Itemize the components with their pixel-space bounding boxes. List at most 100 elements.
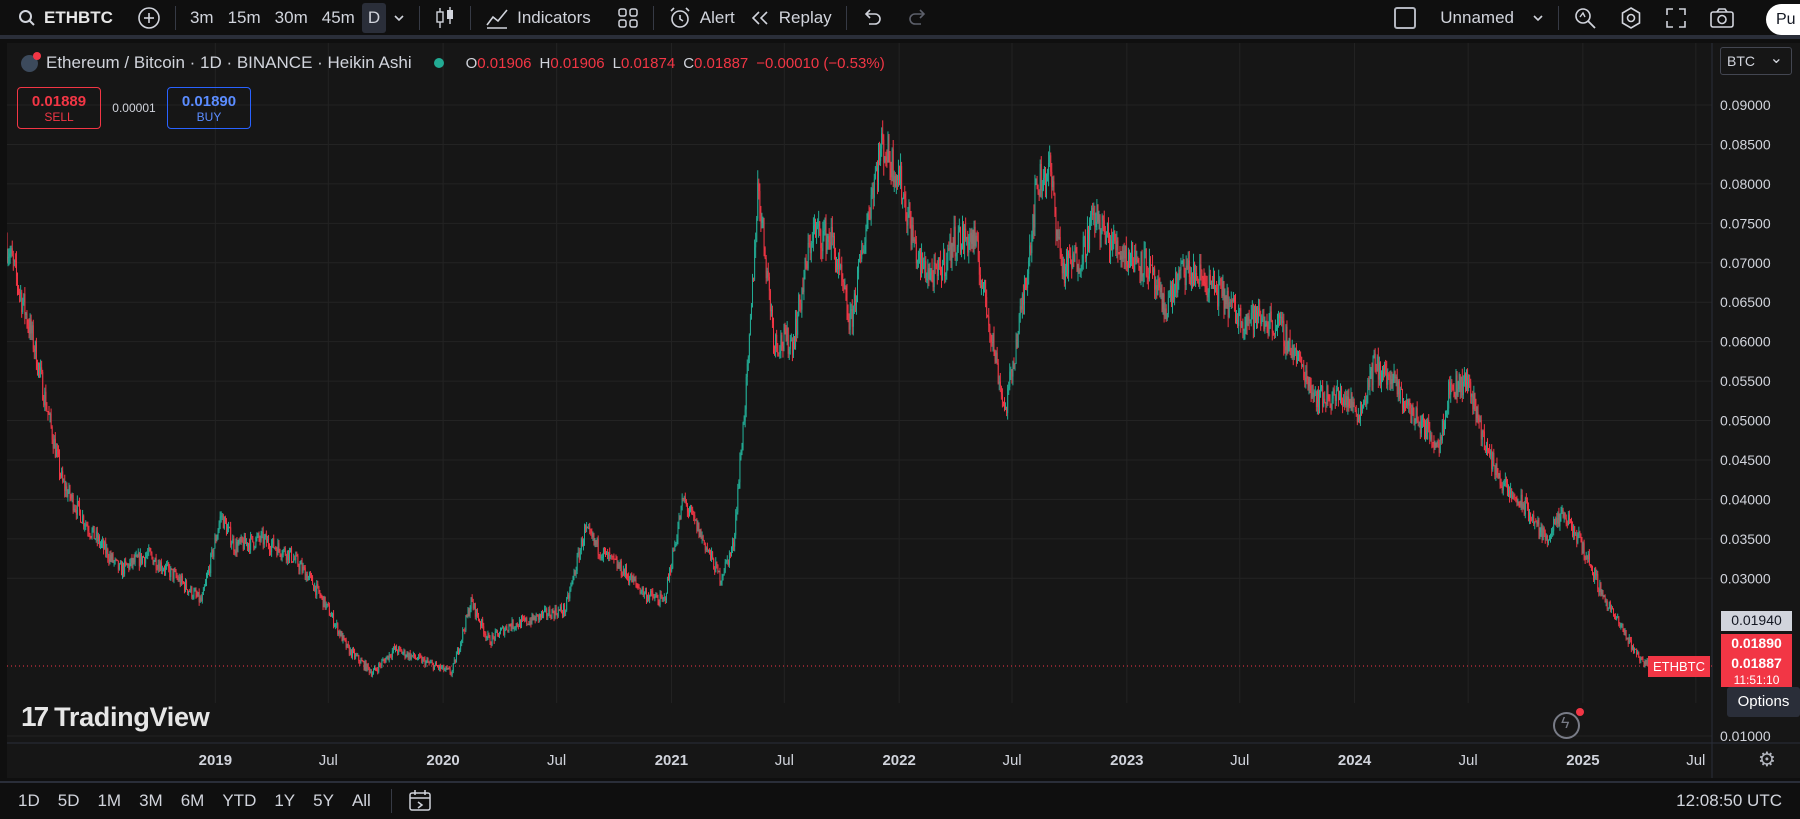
candle-body bbox=[1019, 306, 1021, 315]
candle-body bbox=[1171, 285, 1172, 305]
candle-body bbox=[737, 488, 739, 512]
indicators-button[interactable]: Indicators bbox=[478, 0, 598, 37]
range-5d[interactable]: 5D bbox=[57, 791, 80, 810]
layout-name-button[interactable]: Unnamed bbox=[1387, 0, 1551, 37]
compare-symbol-button[interactable] bbox=[130, 0, 168, 37]
candle-body bbox=[982, 285, 983, 287]
candle-body bbox=[1219, 279, 1221, 281]
candle-body bbox=[527, 623, 529, 625]
market-status-icon[interactable] bbox=[433, 58, 444, 68]
candle-body bbox=[1313, 392, 1315, 398]
candle-body bbox=[1066, 251, 1067, 267]
candle-body bbox=[613, 555, 615, 559]
candle-body bbox=[374, 667, 375, 671]
candle-body bbox=[1132, 242, 1134, 268]
candle-body bbox=[1376, 356, 1378, 372]
calendar-goto-icon[interactable] bbox=[408, 789, 434, 813]
redo-button[interactable] bbox=[900, 0, 936, 37]
publish-button[interactable]: Pu bbox=[1766, 4, 1800, 35]
candle-body bbox=[1110, 239, 1112, 258]
candle-body bbox=[306, 573, 308, 581]
candle-body bbox=[513, 627, 515, 629]
candle-body bbox=[1057, 230, 1059, 239]
candle-body bbox=[899, 171, 900, 185]
candle-body bbox=[797, 315, 799, 335]
timeframe-dropdown[interactable] bbox=[386, 0, 412, 37]
candle-body bbox=[1244, 325, 1246, 330]
symbol-logo-icon bbox=[21, 51, 41, 72]
candle-body bbox=[1409, 399, 1411, 408]
candle-body bbox=[1226, 290, 1228, 304]
fullscreen-icon bbox=[1666, 7, 1686, 28]
chart-pane[interactable]: 0.09000 0.08500 0.08000 0.07500 0.07000 0.065… bbox=[7, 43, 1800, 778]
candle-body bbox=[1067, 251, 1068, 274]
candle-body bbox=[19, 291, 21, 293]
snapshot-button[interactable] bbox=[1702, 0, 1742, 37]
candle-body bbox=[830, 227, 832, 250]
candle-body bbox=[1411, 405, 1413, 423]
price-chart[interactable]: 0.090000.085000.080000.075000.070000.065… bbox=[7, 43, 1800, 778]
candle-body bbox=[1143, 249, 1145, 275]
layout-checkbox[interactable] bbox=[1394, 6, 1417, 29]
candle-body bbox=[361, 659, 363, 662]
timeframe-30m[interactable]: 30m bbox=[274, 7, 308, 27]
axis-settings-icon[interactable]: ⚙ bbox=[1758, 749, 1776, 771]
candle-body bbox=[952, 244, 954, 247]
candle-body bbox=[1344, 399, 1346, 406]
candle-body bbox=[1242, 322, 1244, 331]
timeframe-15m[interactable]: 15m bbox=[227, 7, 261, 27]
legend-title[interactable]: Ethereum / Bitcoin · 1D · BINANCE · Heik… bbox=[46, 53, 412, 72]
timeframe-d[interactable]: D bbox=[361, 2, 387, 33]
buy-button[interactable]: 0.01890 BUY bbox=[167, 87, 251, 129]
chart-type-button[interactable] bbox=[427, 0, 463, 37]
currency-select[interactable]: BTC bbox=[1720, 47, 1792, 75]
candle-body bbox=[1298, 354, 1299, 358]
candle-body bbox=[1616, 617, 1618, 619]
layouts-button[interactable] bbox=[610, 0, 646, 37]
candle-body bbox=[971, 234, 973, 244]
fullscreen-button[interactable] bbox=[1658, 0, 1694, 37]
timeframe-45m[interactable]: 45m bbox=[321, 7, 355, 27]
candle-body bbox=[1440, 436, 1442, 441]
settings-button[interactable] bbox=[1612, 0, 1650, 37]
sell-button[interactable]: 0.01889 SELL bbox=[17, 87, 101, 129]
chevron-down-icon bbox=[394, 14, 404, 21]
candle-body bbox=[1322, 385, 1324, 407]
candle-body bbox=[1398, 381, 1400, 399]
candle-body bbox=[1565, 518, 1567, 525]
lightning-icon[interactable]: ϟ bbox=[1553, 708, 1584, 739]
range-1y[interactable]: 1Y bbox=[274, 791, 296, 810]
replay-button[interactable]: Replay bbox=[742, 0, 839, 37]
candle-body bbox=[71, 494, 73, 498]
candle-body bbox=[1221, 280, 1223, 296]
range-1m[interactable]: 1M bbox=[97, 791, 122, 810]
candle-body bbox=[270, 551, 272, 553]
candle-body bbox=[128, 564, 130, 570]
candle-body bbox=[859, 254, 861, 263]
options-tooltip[interactable]: Options bbox=[1727, 687, 1800, 717]
candle-body bbox=[1054, 193, 1056, 214]
candle-body bbox=[553, 612, 555, 618]
range-5y[interactable]: 5Y bbox=[313, 791, 334, 810]
candle-body bbox=[776, 334, 778, 345]
candle-body bbox=[483, 626, 485, 634]
quick-search-button[interactable] bbox=[1566, 0, 1604, 37]
close-key: C bbox=[683, 54, 695, 72]
symbol-search[interactable]: ETHBTC bbox=[0, 0, 120, 37]
range-ytd[interactable]: YTD bbox=[222, 791, 257, 810]
timeframe-3m[interactable]: 3m bbox=[189, 7, 214, 27]
candle-body bbox=[417, 659, 419, 661]
range-all[interactable]: All bbox=[351, 791, 371, 810]
candle-body bbox=[1301, 356, 1303, 367]
range-6m[interactable]: 6M bbox=[180, 791, 205, 810]
utc-clock[interactable]: 12:08:50 UTC bbox=[1676, 791, 1782, 810]
candle-body bbox=[1167, 297, 1169, 314]
range-3m[interactable]: 3M bbox=[139, 791, 163, 810]
undo-button[interactable] bbox=[854, 0, 890, 37]
candle-body bbox=[1176, 272, 1178, 293]
candle-body bbox=[721, 576, 723, 582]
candle-body bbox=[945, 272, 947, 277]
range-1d[interactable]: 1D bbox=[18, 791, 40, 810]
candle-body bbox=[336, 623, 338, 625]
alert-button[interactable]: Alert bbox=[661, 0, 742, 37]
